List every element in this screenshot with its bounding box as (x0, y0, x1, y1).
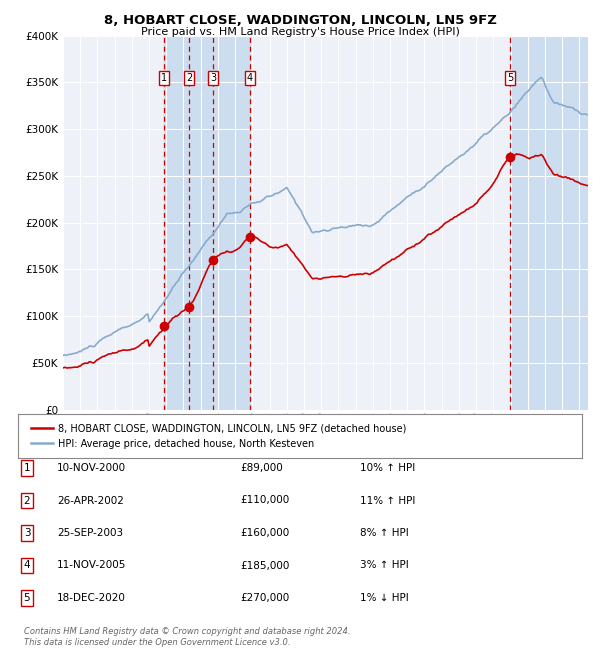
Text: 1% ↓ HPI: 1% ↓ HPI (360, 593, 409, 603)
Text: 4: 4 (247, 73, 253, 83)
Text: 10-NOV-2000: 10-NOV-2000 (57, 463, 126, 473)
Text: 18-DEC-2020: 18-DEC-2020 (57, 593, 126, 603)
Text: Price paid vs. HM Land Registry's House Price Index (HPI): Price paid vs. HM Land Registry's House … (140, 27, 460, 37)
Legend: 8, HOBART CLOSE, WADDINGTON, LINCOLN, LN5 9FZ (detached house), HPI: Average pri: 8, HOBART CLOSE, WADDINGTON, LINCOLN, LN… (28, 420, 410, 452)
Text: 11% ↑ HPI: 11% ↑ HPI (360, 495, 415, 506)
Text: £160,000: £160,000 (240, 528, 289, 538)
Text: £89,000: £89,000 (240, 463, 283, 473)
Text: 10% ↑ HPI: 10% ↑ HPI (360, 463, 415, 473)
Text: 2: 2 (23, 495, 31, 506)
Text: 1: 1 (161, 73, 167, 83)
Bar (164, 36, 189, 409)
Text: 5: 5 (23, 593, 31, 603)
Text: 8, HOBART CLOSE, WADDINGTON, LINCOLN, LN5 9FZ: 8, HOBART CLOSE, WADDINGTON, LINCOLN, LN… (104, 14, 496, 27)
Text: £110,000: £110,000 (240, 495, 289, 506)
Text: £185,000: £185,000 (240, 560, 289, 571)
Text: 3: 3 (23, 528, 31, 538)
Text: 2: 2 (186, 73, 192, 83)
Bar (510, 36, 588, 409)
Text: 26-APR-2002: 26-APR-2002 (57, 495, 124, 506)
Text: 3% ↑ HPI: 3% ↑ HPI (360, 560, 409, 571)
Text: £270,000: £270,000 (240, 593, 289, 603)
Text: 8% ↑ HPI: 8% ↑ HPI (360, 528, 409, 538)
Text: 4: 4 (23, 560, 31, 571)
Text: Contains HM Land Registry data © Crown copyright and database right 2024.
This d: Contains HM Land Registry data © Crown c… (24, 627, 350, 647)
Text: 25-SEP-2003: 25-SEP-2003 (57, 528, 123, 538)
Text: 11-NOV-2005: 11-NOV-2005 (57, 560, 127, 571)
Text: 1: 1 (23, 463, 31, 473)
Bar (213, 36, 250, 409)
Text: 5: 5 (507, 73, 513, 83)
Text: 3: 3 (210, 73, 217, 83)
Bar (189, 36, 213, 409)
